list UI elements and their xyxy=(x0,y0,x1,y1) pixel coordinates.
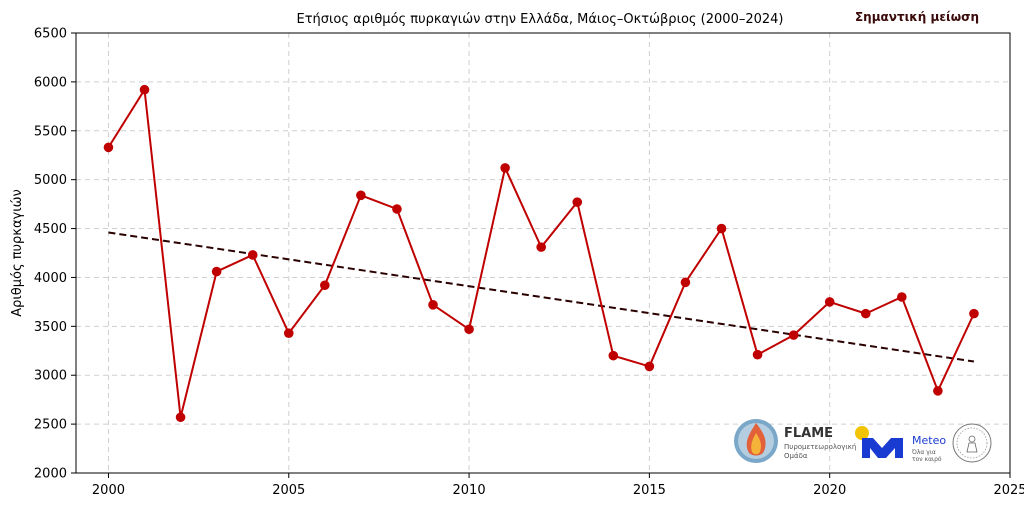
data-point-2015 xyxy=(644,361,655,372)
data-point-2007 xyxy=(356,190,366,201)
data-point-2006 xyxy=(320,280,330,291)
data-point-2000 xyxy=(103,142,114,153)
plot-frame xyxy=(75,32,1011,474)
y-tick-label: 3000 xyxy=(34,369,67,384)
data-point-2011 xyxy=(500,163,510,173)
flame-logo-line1: Πυρομετεωρολογική xyxy=(784,443,856,451)
x-tick-label: 2020 xyxy=(813,483,846,498)
grid xyxy=(76,32,1011,474)
data-point-2018 xyxy=(752,349,763,360)
meteo-logo-line1: Όλα για xyxy=(911,449,936,456)
axes: 2000 2005 2010 2015 2020 2025 2000 2500 3000 3500… xyxy=(34,27,1024,499)
data-point-2014 xyxy=(608,350,619,361)
x-tick-label: 2025 xyxy=(993,483,1024,498)
data-point-2003 xyxy=(211,266,222,277)
data-point-2013 xyxy=(572,197,583,207)
x-tick-label: 2005 xyxy=(272,483,305,498)
data-point-2001 xyxy=(139,84,150,95)
y-tick-label: 2500 xyxy=(34,418,67,433)
y-tick-label: 5500 xyxy=(34,124,67,139)
data-point-2023 xyxy=(933,386,943,396)
series-layer xyxy=(103,84,979,423)
y-tick-label: 2000 xyxy=(34,467,67,482)
data-point-2008 xyxy=(392,204,402,214)
meteo-logo-name: Meteo xyxy=(912,434,946,447)
y-tick-label: 6000 xyxy=(34,75,67,90)
data-point-2010 xyxy=(464,324,474,335)
y-tick-label: 6500 xyxy=(34,27,67,42)
series-line xyxy=(107,88,975,419)
data-point-2004 xyxy=(247,250,258,260)
data-point-2022 xyxy=(897,292,907,302)
data-point-2009 xyxy=(428,300,438,310)
data-point-2021 xyxy=(860,308,871,319)
data-point-2005 xyxy=(283,328,294,338)
y-tick-label: 5000 xyxy=(34,173,67,188)
x-tick-label: 2015 xyxy=(633,483,666,498)
trend-annotation: Σημαντική μείωση xyxy=(855,10,979,24)
institution-seal-logo xyxy=(952,423,992,463)
data-point-2012 xyxy=(536,242,546,252)
meteo-logo: Meteo Όλα για τον καιρό xyxy=(855,426,946,463)
chart-title: Ετήσιος αριθμός πυρκαγιών στην Ελλάδα, Μ… xyxy=(296,12,783,27)
meteo-logo-line2: τον καιρό xyxy=(912,456,942,463)
flame-logo-line2: Ομάδα xyxy=(784,452,808,460)
data-point-2024 xyxy=(969,308,979,319)
flame-logo: FLAME Πυρομετεωρολογική Ομάδα xyxy=(734,419,856,463)
data-point-2016 xyxy=(680,277,691,288)
data-point-2017 xyxy=(716,223,727,234)
y-axis-label: Αριθμός πυρκαγιών xyxy=(10,189,25,317)
data-point-2019 xyxy=(788,330,799,340)
x-tick-label: 2000 xyxy=(92,483,125,498)
data-point-2002 xyxy=(175,412,186,423)
y-tick-label: 4500 xyxy=(34,222,67,237)
data-point-2020 xyxy=(824,297,835,307)
y-tick-label: 4000 xyxy=(34,271,67,286)
y-tick-label: 3500 xyxy=(34,320,67,335)
x-tick-label: 2010 xyxy=(453,483,486,498)
flame-logo-name: FLAME xyxy=(784,426,833,441)
